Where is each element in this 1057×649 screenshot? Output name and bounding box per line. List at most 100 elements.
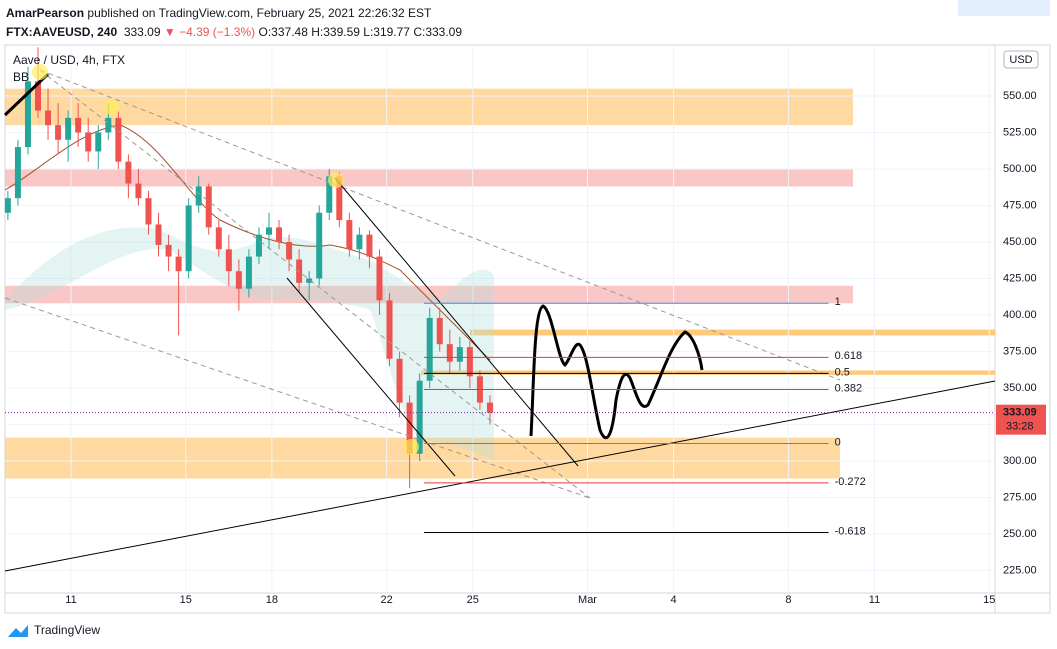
zone xyxy=(5,168,853,187)
fib-label: -0.618 xyxy=(835,525,866,537)
low: L:319.77 xyxy=(363,25,410,39)
candle-body xyxy=(185,205,192,272)
y-tick-label: 300.00 xyxy=(1003,455,1037,467)
y-tick-label: 400.00 xyxy=(1003,309,1037,321)
published: published on TradingView.com, February 2… xyxy=(87,6,432,20)
last-price-tag xyxy=(996,404,1046,435)
candle-body xyxy=(225,249,232,272)
candle-body xyxy=(4,198,11,213)
candle-body xyxy=(286,241,293,260)
candle-body xyxy=(346,220,353,250)
y-tick-label: 550.00 xyxy=(1003,90,1037,102)
candle-body xyxy=(235,271,242,289)
last-price: 333.09 xyxy=(123,25,161,39)
candle-body xyxy=(436,317,443,345)
close: C:333.09 xyxy=(413,25,463,39)
y-tick-label: 275.00 xyxy=(1003,491,1037,503)
candle-body xyxy=(366,234,373,257)
candle-body xyxy=(306,278,313,283)
zone xyxy=(5,285,853,304)
candle-body xyxy=(266,227,272,235)
author: AmarPearson xyxy=(6,6,85,20)
x-tick-label: 15 xyxy=(180,594,192,606)
y-tick-label: 375.00 xyxy=(1003,345,1037,357)
candle-body xyxy=(326,176,333,213)
x-tick-label: 15 xyxy=(983,594,995,606)
dashed-trendline xyxy=(4,297,591,499)
x-tick-label: 22 xyxy=(381,594,393,606)
header: AmarPearson published on TradingView.com… xyxy=(6,4,462,42)
candle-body xyxy=(24,81,31,148)
fib-label: 0.618 xyxy=(835,350,863,362)
fib-label: 0 xyxy=(835,436,841,448)
candle-body xyxy=(466,347,473,377)
candle-body xyxy=(406,402,413,454)
candle-body xyxy=(205,186,212,228)
candle-body xyxy=(75,117,82,133)
symbol: FTX:AAVEUSD, 240 xyxy=(6,25,118,39)
zones xyxy=(5,88,996,479)
dashed-trendline xyxy=(39,69,591,499)
candle-body xyxy=(175,256,182,272)
candle-body xyxy=(125,161,132,184)
y-tick-label: 525.00 xyxy=(1003,126,1037,138)
high: H:339.59 xyxy=(311,25,360,39)
candles xyxy=(4,47,493,489)
x-tick-label: 11 xyxy=(65,594,76,606)
candle-body xyxy=(95,132,102,152)
brand: TradingView xyxy=(34,623,100,637)
zone xyxy=(421,370,996,375)
last-price-label: 333.09 xyxy=(1003,407,1037,419)
zone xyxy=(469,329,995,336)
y-tick-label: 500.00 xyxy=(1003,163,1037,175)
currency: USD xyxy=(1009,54,1032,66)
fib-label: 0.5 xyxy=(835,366,850,378)
currency-box xyxy=(1003,50,1039,69)
candle-body xyxy=(316,212,323,279)
highlight xyxy=(32,64,48,80)
countdown: 33:28 xyxy=(1006,421,1034,433)
candle-body xyxy=(35,81,41,111)
low-tag xyxy=(958,0,1050,16)
y-tick-label: 425.00 xyxy=(1003,272,1037,284)
x-tick-label: 18 xyxy=(266,594,278,606)
candle-body xyxy=(336,176,343,221)
candle-body xyxy=(135,183,142,199)
indicator: BB xyxy=(13,70,29,84)
x-tick-label: 8 xyxy=(785,594,791,606)
candle-body xyxy=(376,256,383,301)
change-arrow: ▼ xyxy=(163,25,176,39)
x-tick-label: 11 xyxy=(869,594,880,606)
candle-body xyxy=(245,256,252,289)
grid xyxy=(5,45,995,593)
fib-label: 0.382 xyxy=(835,382,863,394)
y-tick-label: 250.00 xyxy=(1003,528,1037,540)
y-tick-label: 475.00 xyxy=(1003,199,1037,211)
candle-body xyxy=(45,110,52,126)
candle-body xyxy=(386,300,393,359)
candle-body xyxy=(426,317,433,381)
candle-body xyxy=(155,224,162,245)
highlight xyxy=(104,99,120,115)
candle-body xyxy=(396,358,403,403)
publish-line: AmarPearson published on TradingView.com… xyxy=(6,4,462,23)
y-tick-label: 225.00 xyxy=(1003,564,1037,576)
x-tick-label: 25 xyxy=(467,594,479,606)
candle-body xyxy=(14,147,21,199)
fib-levels: 1 0.618 0.5 0.382 0 -0.272 -0.618 xyxy=(423,296,866,537)
bollinger-band xyxy=(5,227,494,460)
y-tick-label: 350.00 xyxy=(1003,382,1037,394)
open: O:337.48 xyxy=(258,25,308,39)
quote-line: FTX:AAVEUSD, 240 333.09 ▼ −4.39 (−1.3%) … xyxy=(6,23,462,42)
candle-body xyxy=(276,227,283,242)
y-tick-label: 450.00 xyxy=(1003,236,1037,248)
candle-body xyxy=(115,117,122,162)
highlight xyxy=(328,172,344,188)
candle-body xyxy=(215,227,222,250)
candle-body xyxy=(456,347,463,362)
candle-body xyxy=(446,344,453,362)
change: −4.39 (−1.3%) xyxy=(179,25,256,39)
trendline xyxy=(3,72,50,117)
